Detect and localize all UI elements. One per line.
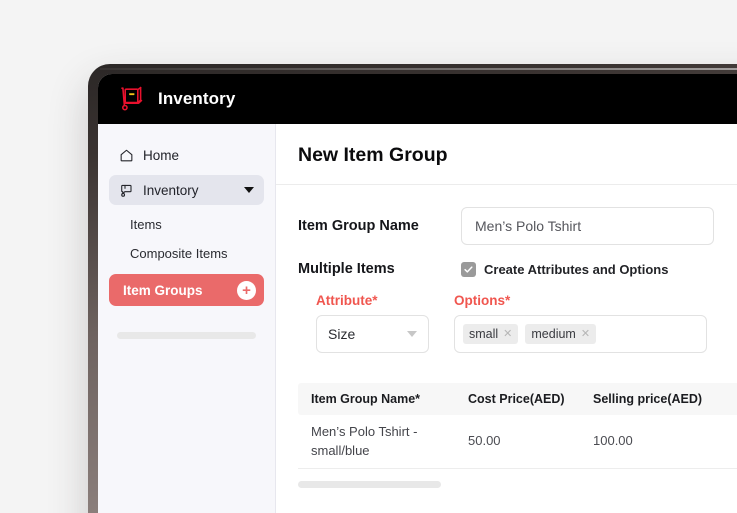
sidebar-item-item-groups-label: Item Groups: [123, 282, 203, 298]
table-cell-cost-price: 50.00: [468, 433, 501, 449]
main-content: New Item Group Item Group Name Men’s Pol…: [276, 124, 737, 513]
app-title: Inventory: [158, 89, 236, 108]
table-header-row: Item Group Name* Cost Price(AED) Selling…: [298, 383, 737, 415]
device-frame: Inventory Home: [88, 64, 737, 513]
table-column-selling-price: Selling price(AED): [593, 392, 703, 406]
page-title: New Item Group: [298, 144, 448, 166]
attributes-block: Attribute* Options* Size small: [298, 293, 737, 353]
hand-truck-box-logo-icon: [121, 86, 143, 111]
app-header: Inventory: [98, 74, 737, 124]
sidebar: Home Inventory Items Composite Items: [98, 124, 276, 513]
sidebar-item-inventory[interactable]: Inventory: [109, 175, 264, 205]
close-icon[interactable]: ✕: [580, 327, 591, 340]
table-placeholder-bar: [298, 481, 441, 488]
option-tag-medium: medium ✕: [525, 324, 597, 344]
create-attributes-checkbox-wrap[interactable]: Create Attributes and Options: [461, 261, 669, 277]
table-cell-selling-price: 100.00: [593, 433, 633, 449]
sidebar-placeholder-bar: [117, 332, 256, 339]
create-attributes-checkbox[interactable]: [461, 261, 476, 277]
sidebar-subitem-composite-items[interactable]: Composite Items: [130, 246, 228, 261]
option-tag-small-label: small: [469, 327, 499, 341]
item-group-name-label: Item Group Name: [298, 218, 419, 234]
options-input[interactable]: small ✕ medium ✕: [454, 315, 707, 353]
item-group-form: Item Group Name Men’s Polo Tshirt Multip…: [276, 185, 737, 353]
title-divider: [276, 184, 737, 185]
attribute-select-value: Size: [328, 326, 356, 342]
chevron-down-icon[interactable]: [407, 331, 417, 337]
multiple-items-row: Multiple Items Create Attributes and Opt…: [298, 261, 737, 277]
option-tag-medium-label: medium: [531, 327, 576, 341]
attribute-select[interactable]: Size: [316, 315, 429, 353]
item-variants-table: Item Group Name* Cost Price(AED) Selling…: [298, 383, 737, 488]
item-group-name-row: Item Group Name Men’s Polo Tshirt: [298, 207, 737, 245]
multiple-items-label: Multiple Items: [298, 261, 395, 277]
table-column-cost-price: Cost Price(AED): [468, 392, 565, 406]
sidebar-item-home[interactable]: Home: [109, 140, 264, 170]
attributes-fields: Size small ✕ medium ✕: [316, 315, 737, 353]
sidebar-item-inventory-label: Inventory: [143, 182, 199, 198]
bezel-highlight: [100, 68, 737, 70]
sidebar-item-home-label: Home: [143, 147, 180, 163]
create-attributes-checkbox-label: Create Attributes and Options: [484, 261, 669, 277]
attribute-label: Attribute*: [316, 293, 378, 308]
options-label: Options*: [454, 293, 511, 308]
chevron-down-icon[interactable]: [244, 187, 254, 193]
attributes-headers: Attribute* Options*: [316, 293, 737, 308]
table-column-item-group-name: Item Group Name*: [311, 392, 421, 406]
inventory-box-icon: [121, 184, 132, 197]
option-tag-small: small ✕: [463, 324, 519, 344]
item-group-name-input[interactable]: Men’s Polo Tshirt: [461, 207, 714, 245]
device-screen: Inventory Home: [98, 74, 737, 513]
sidebar-item-item-groups[interactable]: Item Groups +: [109, 274, 264, 306]
screen-body: Home Inventory Items Composite Items: [98, 124, 737, 513]
table-cell-item-name: Men’s Polo Tshirt - small/blue: [311, 423, 418, 458]
home-icon: [120, 149, 133, 161]
check-icon: [464, 265, 473, 273]
plus-circle-icon[interactable]: +: [237, 280, 256, 300]
table-row: Men’s Polo Tshirt - small/blue 50.00 100…: [298, 415, 737, 469]
sidebar-subitem-items[interactable]: Items: [130, 217, 162, 232]
close-icon[interactable]: ✕: [503, 327, 513, 340]
